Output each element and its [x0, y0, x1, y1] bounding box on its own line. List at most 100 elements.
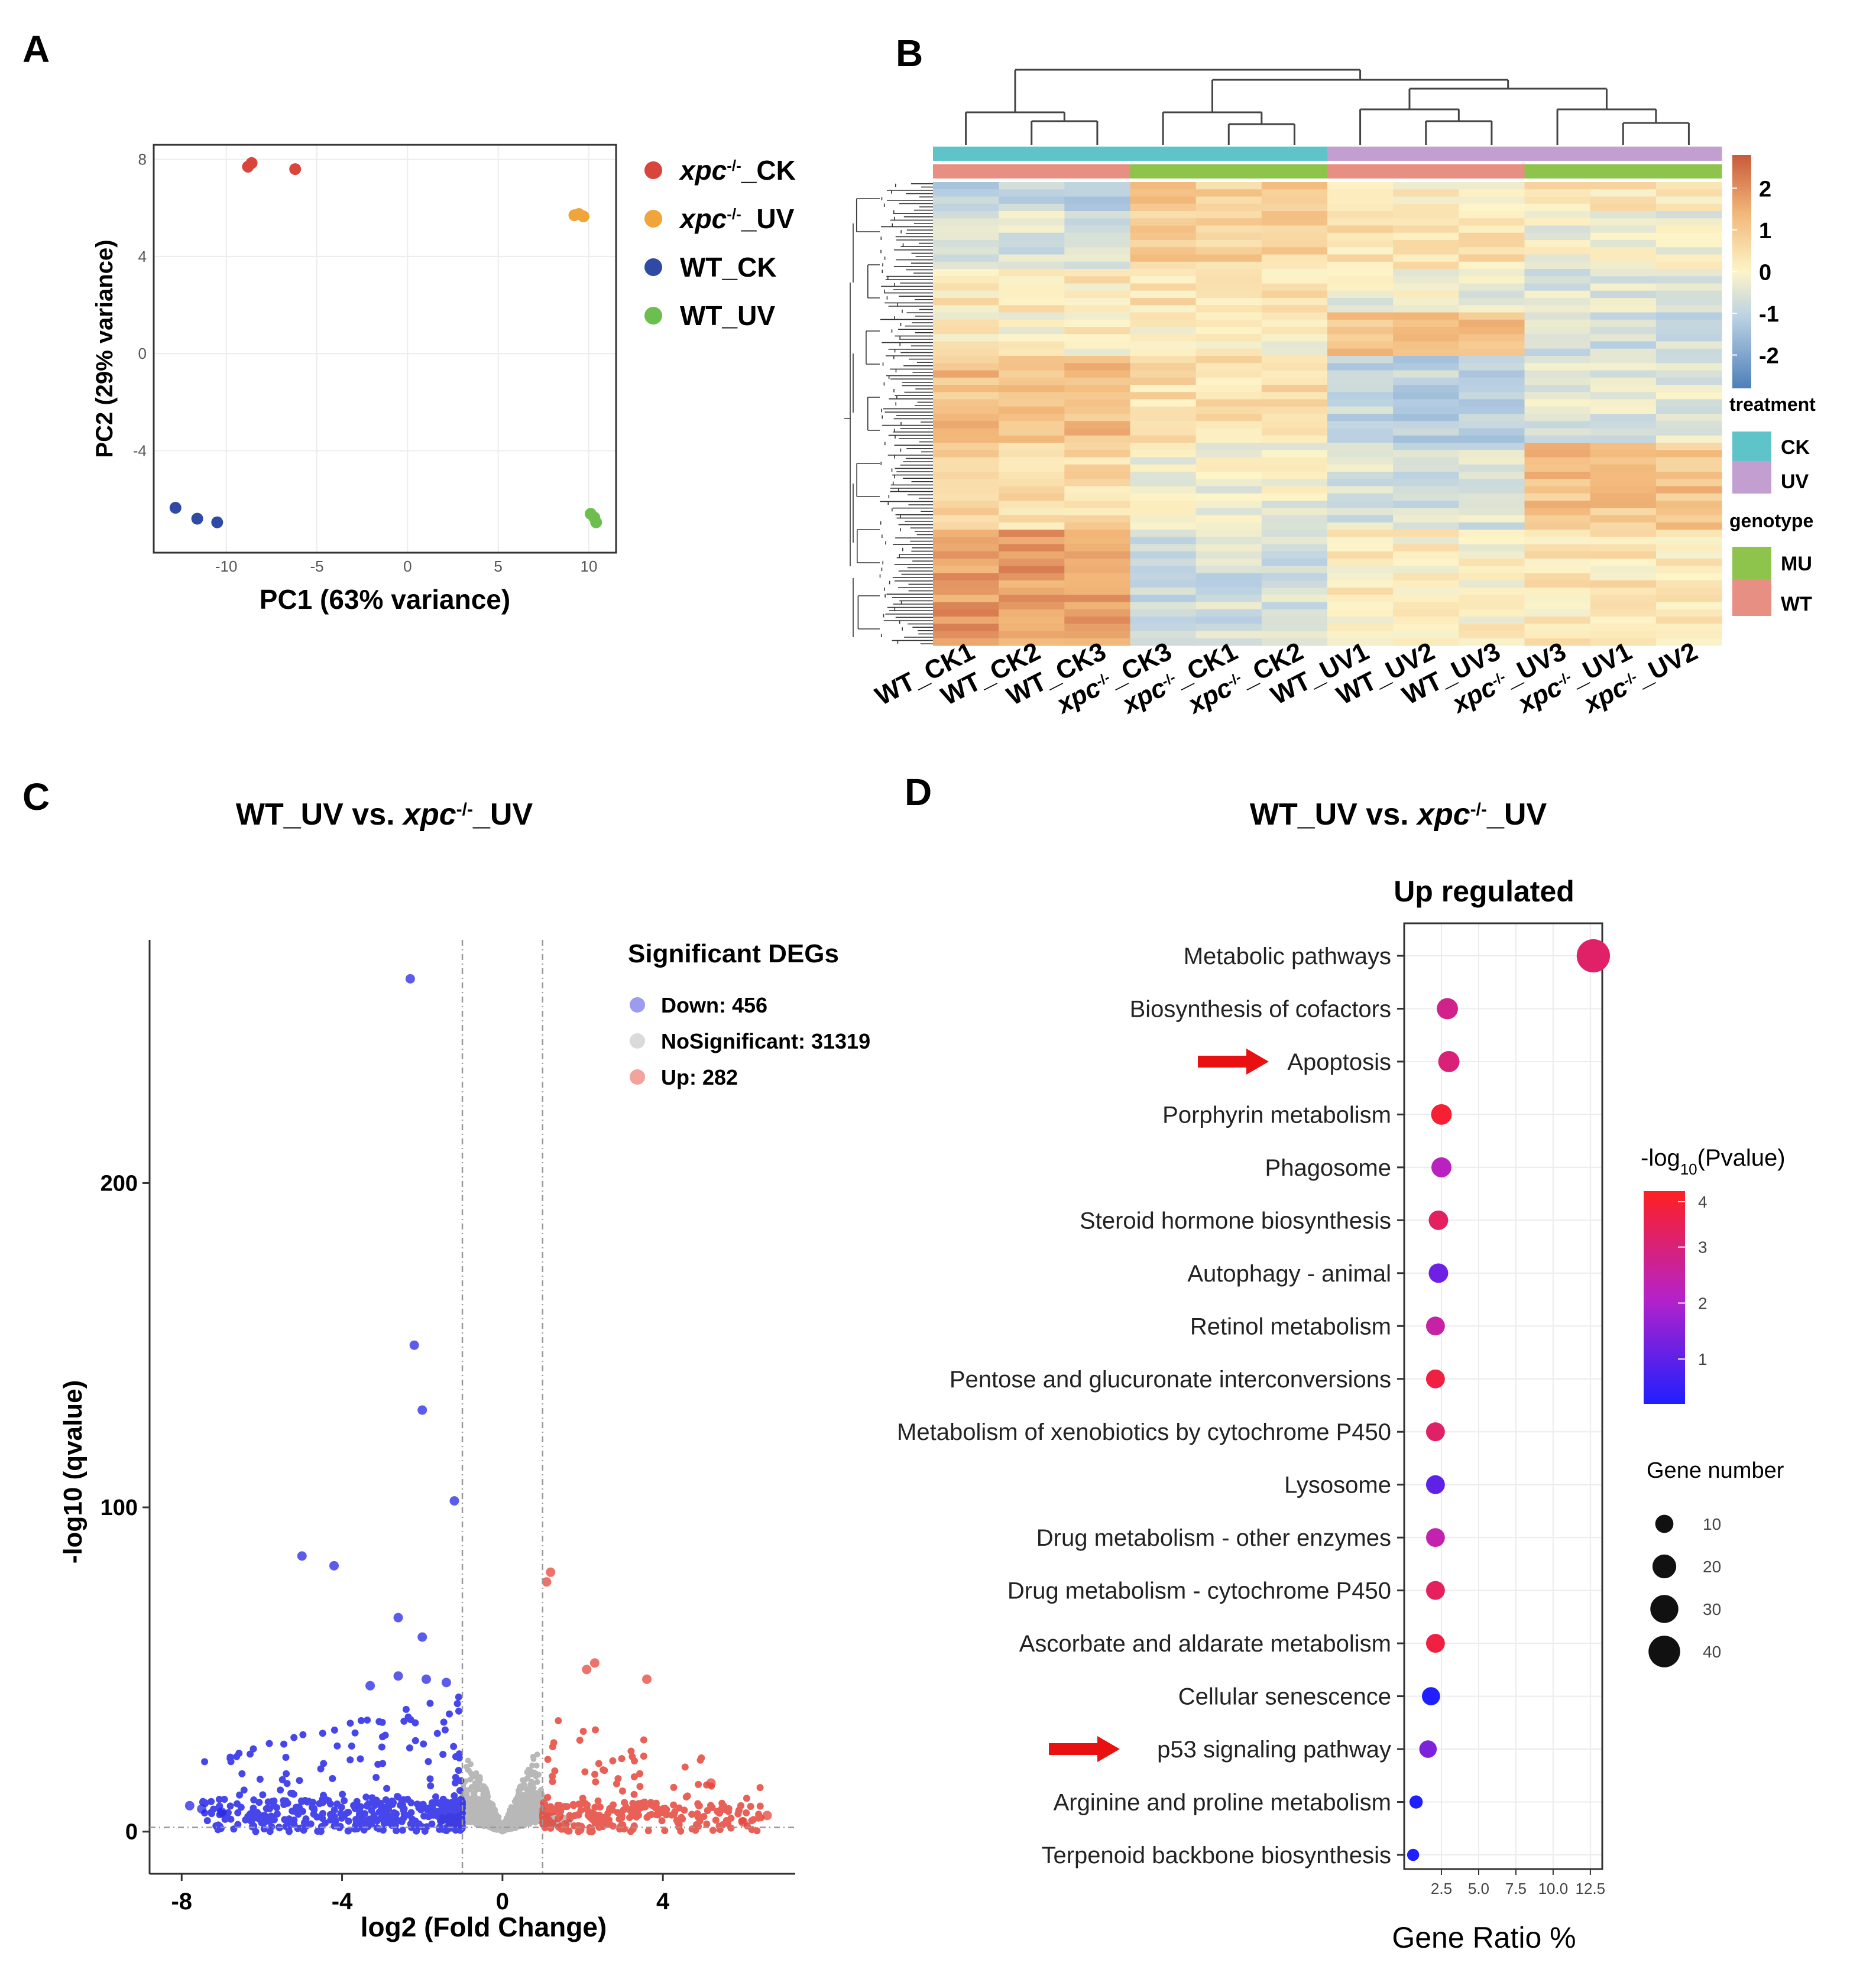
heatmap-cell	[933, 370, 999, 378]
heatmap-cell	[1261, 377, 1328, 385]
heatmap-cell	[1524, 617, 1591, 624]
heatmap-cell	[1327, 595, 1394, 603]
heatmap-cell	[1655, 457, 1722, 465]
volcano-legend-label-ns: NoSignificant: 31319	[661, 1029, 870, 1053]
heatmap-cell	[1064, 457, 1131, 465]
gene-number-legend-label: 10	[1703, 1515, 1721, 1533]
volcano-outlier-point	[393, 1613, 403, 1623]
genotype-annotation-cell	[1327, 164, 1394, 179]
heatmap-cell	[1064, 240, 1131, 248]
heatmap-cell	[1524, 472, 1591, 479]
genotype-annotation-cell	[1524, 164, 1591, 179]
heatmap-cell	[1393, 406, 1459, 414]
heatmap-cell	[1393, 218, 1459, 226]
heatmap-cell	[933, 435, 999, 443]
pca-legend-dot-xpc_ck	[644, 161, 662, 179]
heatmap-cell	[1524, 595, 1591, 603]
heatmap-cell	[1393, 232, 1459, 241]
heatmap-cell	[1064, 493, 1131, 501]
heatmap-cell	[1130, 247, 1197, 255]
heatmap-cell	[1459, 385, 1525, 392]
heatmap-cell	[1261, 385, 1328, 392]
heatmap-cell	[1655, 479, 1722, 487]
heatmap-cell	[1130, 428, 1197, 436]
heatmap-cell	[999, 203, 1065, 212]
heatmap-cell	[1393, 595, 1459, 603]
heatmap-cell	[1261, 269, 1328, 277]
kegg-point	[1409, 1795, 1423, 1809]
heatmap-cell	[933, 261, 999, 270]
heatmap-colorbar: 2 1 0 -1 -2	[1732, 155, 1779, 388]
heatmap-cell	[1130, 341, 1197, 349]
heatmap-cell	[1261, 457, 1328, 465]
heatmap-cell	[1524, 203, 1591, 212]
heatmap-cell	[1393, 450, 1459, 458]
heatmap-cell	[1393, 522, 1459, 530]
genotype-legend-title: genotype	[1729, 510, 1813, 531]
heatmap-cell	[1261, 406, 1328, 414]
heatmap-cell	[1393, 580, 1459, 588]
heatmap-cell	[933, 341, 999, 349]
heatmap-cell	[1393, 370, 1459, 378]
heatmap-cell	[1655, 261, 1722, 270]
heatmap-cell	[1655, 486, 1722, 494]
heatmap-cell	[1327, 189, 1394, 197]
heatmap-cell	[1130, 356, 1197, 364]
heatmap-cell	[999, 232, 1065, 241]
kegg-pathway-label: Pentose and glucuronate interconversions	[950, 1367, 1391, 1393]
kegg-point	[1419, 1740, 1437, 1758]
heatmap-cell	[1590, 486, 1657, 494]
heatmap-cell	[999, 319, 1065, 327]
heatmap-cell	[933, 218, 999, 226]
heatmap-cell	[1393, 356, 1459, 364]
heatmap-cell	[1459, 247, 1525, 255]
heatmap-cell	[1261, 573, 1328, 581]
heatmap-cell	[1195, 522, 1262, 530]
treatment-annotation-cell	[1590, 147, 1657, 161]
pca-x-tick-label: 10	[581, 557, 598, 575]
pca-points	[169, 157, 602, 528]
heatmap-cell	[999, 196, 1065, 205]
treatment-legend-title: treatment	[1729, 394, 1816, 415]
volcano-points-up	[539, 1717, 764, 1835]
heatmap-cell	[1459, 609, 1525, 617]
heatmap-cell	[1459, 225, 1525, 233]
heatmap-cell	[933, 464, 999, 472]
heatmap-cell	[1655, 544, 1722, 552]
heatmap-cell	[1524, 283, 1591, 291]
heatmap-cell	[1459, 283, 1525, 291]
heatmap-cell	[1327, 450, 1394, 458]
heatmap-cell	[933, 450, 999, 458]
heatmap-cell	[933, 363, 999, 371]
heatmap-cell	[1590, 290, 1657, 299]
heatmap-cell	[1064, 254, 1131, 262]
heatmap-cell	[933, 305, 999, 313]
volcano-outlier-point	[642, 1674, 652, 1684]
heatmap-cell	[1261, 595, 1328, 603]
heatmap-cell	[933, 559, 999, 566]
kegg-pathway-label: Drug metabolism - cytochrome P450	[1007, 1578, 1391, 1604]
kegg-pathway-label: Ascorbate and aldarate metabolism	[1019, 1631, 1391, 1657]
kegg-pathway-labels: Metabolic pathways Biosynthesis of cofact…	[897, 943, 1404, 1868]
heatmap-cell	[1459, 428, 1525, 436]
heatmap-cell	[933, 211, 999, 219]
heatmap-cell	[1393, 283, 1459, 291]
heatmap-cell	[1393, 298, 1459, 306]
heatmap-cell	[999, 573, 1065, 581]
heatmap-cell	[933, 189, 999, 197]
heatmap-cell	[1459, 218, 1525, 226]
heatmap-cell	[999, 486, 1065, 494]
heatmap-cell	[1590, 327, 1657, 335]
heatmap-cell	[1590, 385, 1657, 392]
heatmap-cell	[1590, 631, 1657, 639]
heatmap-cell	[999, 464, 1065, 472]
heatmap-cell	[1459, 356, 1525, 364]
kegg-pathway-label: Retinol metabolism	[1190, 1313, 1391, 1339]
heatmap-colorbar-ticks: 2 1 0 -1 -2	[1732, 177, 1779, 369]
heatmap-cell	[1393, 385, 1459, 392]
heatmap-cell	[1459, 254, 1525, 262]
heatmap-cell	[1655, 573, 1722, 581]
genotype-annotation-cell	[999, 164, 1065, 179]
heatmap-cell	[1393, 631, 1459, 639]
legend-swatch-wt	[1732, 579, 1771, 616]
